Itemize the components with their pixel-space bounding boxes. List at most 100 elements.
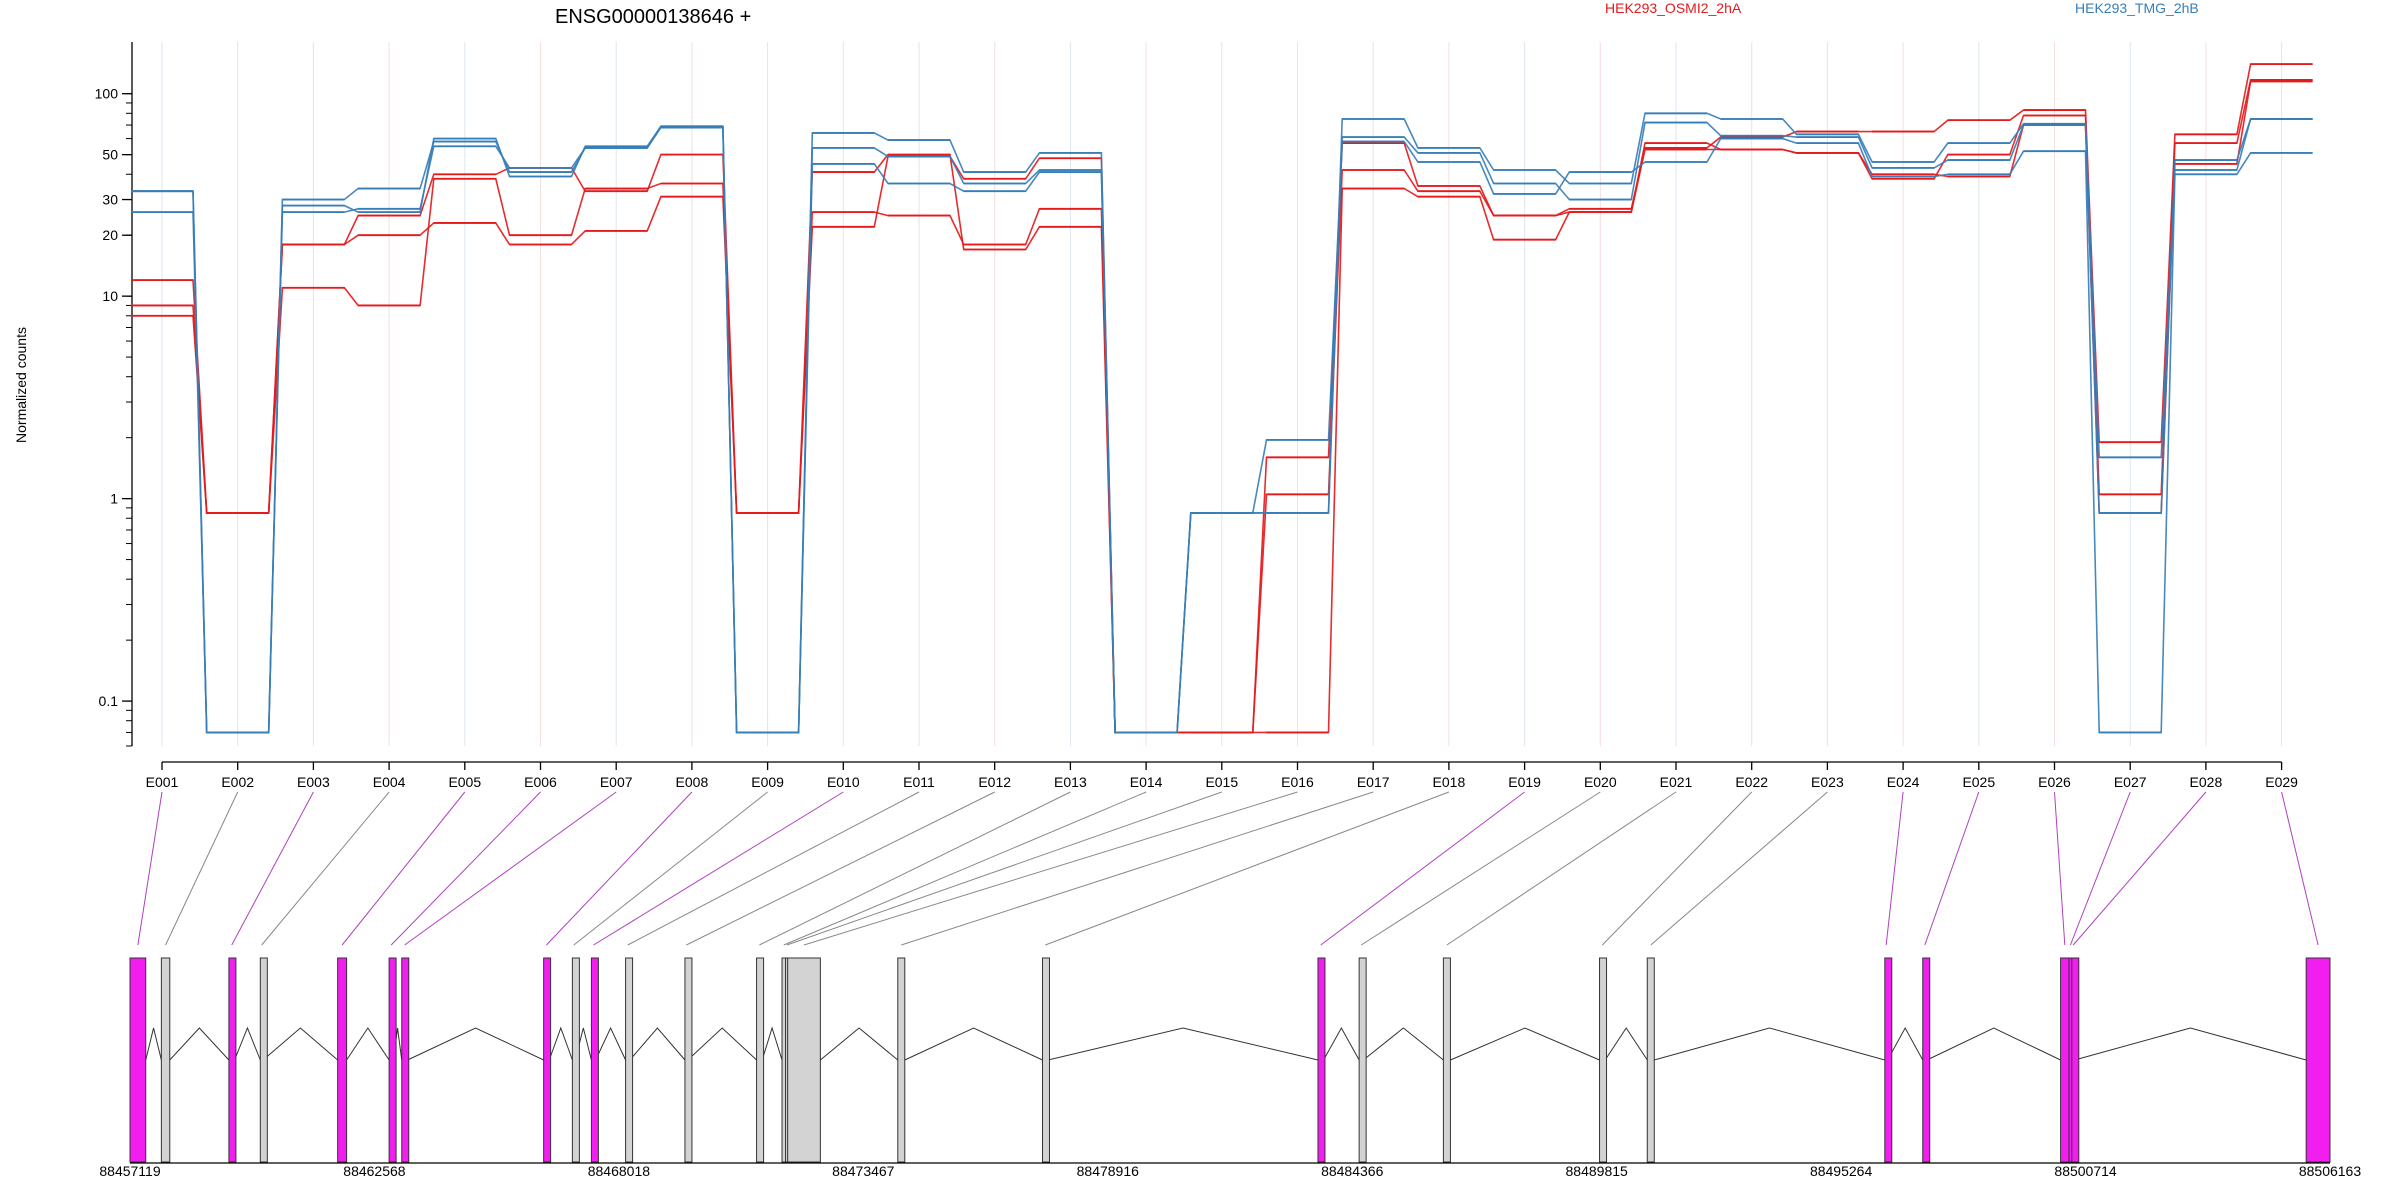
y-tick-label: 100 bbox=[95, 86, 119, 102]
y-tick-label: 1 bbox=[110, 491, 118, 507]
y-axis: 0.1 1 10 20 30 50 100 bbox=[95, 42, 133, 747]
exon-box-e019 bbox=[1317, 957, 1326, 1163]
intron-line bbox=[904, 1027, 1043, 1061]
legend-label-osmi2: HEK293_OSMI2_2hA bbox=[1605, 0, 1742, 16]
exon-box-e016 bbox=[787, 957, 821, 1163]
exon-connectors bbox=[137, 791, 2319, 946]
y-tick-label: 50 bbox=[102, 147, 118, 163]
exon-connector bbox=[2069, 791, 2131, 946]
exon-connector bbox=[1924, 791, 1980, 946]
exon-connector bbox=[901, 791, 1374, 946]
intron-line bbox=[820, 1027, 899, 1061]
exon-box-e012 bbox=[684, 957, 693, 1163]
exon-box-e011 bbox=[625, 957, 634, 1163]
exon-connector bbox=[1885, 791, 1904, 946]
intron-line bbox=[1047, 1027, 1319, 1061]
exon-box-e006 bbox=[388, 957, 397, 1163]
exon-box-e001 bbox=[129, 957, 147, 1163]
exon-connector bbox=[1360, 791, 1601, 946]
x-tick-label-e007: E007 bbox=[600, 774, 633, 790]
y-tick-label: 0.1 bbox=[99, 693, 119, 709]
x-tick-label-e004: E004 bbox=[373, 774, 406, 790]
x-tick-label-e028: E028 bbox=[2190, 774, 2223, 790]
exon-connector bbox=[686, 791, 995, 946]
x-tick-label-e024: E024 bbox=[1887, 774, 1920, 790]
exon-connector bbox=[1601, 791, 1753, 946]
exon-connector bbox=[1320, 791, 1525, 946]
exon-connector bbox=[783, 791, 1147, 946]
intron-line bbox=[1604, 1027, 1648, 1061]
x-tick-label-e017: E017 bbox=[1357, 774, 1390, 790]
intron-line bbox=[595, 1026, 627, 1061]
x-tick-label-e020: E020 bbox=[1584, 774, 1617, 790]
exon-box-e022 bbox=[1599, 957, 1608, 1163]
exon-connector bbox=[546, 791, 693, 946]
y-axis-label: Normalized counts bbox=[13, 327, 29, 443]
intron-line bbox=[1887, 1026, 1924, 1061]
intron-line bbox=[262, 1027, 338, 1061]
intron-line bbox=[1654, 1027, 1885, 1061]
exon-connector bbox=[759, 791, 1071, 946]
x-tick-label-e025: E025 bbox=[1962, 774, 1995, 790]
genomic-tick-label: 88506163 bbox=[2299, 1163, 2362, 1179]
genomic-tick-label: 88462568 bbox=[343, 1163, 406, 1179]
x-tick-label-e001: E001 bbox=[146, 774, 179, 790]
x-tick-label-e029: E029 bbox=[2265, 774, 2298, 790]
exon-box-e025 bbox=[1922, 957, 1931, 1163]
exon-box-e023 bbox=[1646, 957, 1655, 1163]
y-tick-label: 20 bbox=[102, 227, 118, 243]
exon-box-e013 bbox=[756, 957, 765, 1163]
intron-line bbox=[687, 1027, 757, 1061]
intron-line bbox=[1323, 1026, 1360, 1061]
x-tick-label-e008: E008 bbox=[676, 774, 709, 790]
series-lines bbox=[131, 63, 2313, 734]
genomic-tick-label: 88478916 bbox=[1077, 1163, 1140, 1179]
genomic-tick-label: 88457119 bbox=[99, 1163, 160, 1179]
exon-connector bbox=[404, 791, 617, 946]
x-tick-label-e009: E009 bbox=[751, 774, 784, 790]
y-tick-label: 30 bbox=[102, 192, 118, 208]
exon-box-e020 bbox=[1358, 957, 1367, 1163]
exon-connector bbox=[1650, 791, 1828, 946]
exon-box-e002 bbox=[160, 957, 171, 1163]
x-tick-label-e003: E003 bbox=[297, 774, 330, 790]
x-tick-label-e016: E016 bbox=[1281, 774, 1314, 790]
genomic-tick-label: 88500714 bbox=[2054, 1163, 2117, 1179]
intron-line bbox=[1926, 1027, 2061, 1061]
x-tick-label-e019: E019 bbox=[1508, 774, 1541, 790]
exon-box-e018 bbox=[1041, 957, 1050, 1163]
legend-label-tmg: HEK293_TMG_2hB bbox=[2075, 0, 2199, 16]
exon-box-e029 bbox=[2305, 957, 2331, 1163]
exon-connector bbox=[786, 791, 1222, 946]
exon-connector bbox=[341, 791, 466, 946]
intron-line bbox=[407, 1027, 544, 1061]
exon-box-e021 bbox=[1442, 957, 1451, 1163]
x-tick-label-e002: E002 bbox=[221, 774, 254, 790]
exon-connector bbox=[627, 791, 920, 946]
x-tick-label-e010: E010 bbox=[827, 774, 860, 790]
exon-box-e009 bbox=[571, 957, 580, 1163]
intron-line bbox=[2074, 1027, 2307, 1061]
chart-title: ENSG00000138646 + bbox=[555, 6, 751, 28]
intron-line bbox=[234, 1026, 261, 1061]
x-tick-label-e022: E022 bbox=[1735, 774, 1768, 790]
exon-box-e008 bbox=[543, 957, 552, 1163]
intron-line bbox=[346, 1027, 390, 1061]
x-tick-label-e015: E015 bbox=[1205, 774, 1238, 790]
intron-line bbox=[761, 1026, 783, 1061]
exon-connector bbox=[803, 791, 1298, 946]
x-grid bbox=[161, 42, 2283, 746]
exon-box-e003 bbox=[228, 957, 237, 1163]
exon-box-e005 bbox=[337, 957, 348, 1163]
x-tick-label-e005: E005 bbox=[448, 774, 481, 790]
genomic-axis: 88457119 88462568 88468018 88473467 88478916… bbox=[99, 1162, 2362, 1179]
gene-model bbox=[129, 957, 2331, 1163]
exon-box-e024 bbox=[1884, 957, 1893, 1163]
exon-connector bbox=[1446, 791, 1677, 946]
intron-line bbox=[1450, 1027, 1600, 1061]
genomic-tick-label: 88468018 bbox=[588, 1163, 651, 1179]
exon-connector bbox=[1045, 791, 1450, 946]
genomic-tick-label: 88495264 bbox=[1810, 1163, 1873, 1179]
genomic-tick-label: 88489815 bbox=[1566, 1163, 1629, 1179]
